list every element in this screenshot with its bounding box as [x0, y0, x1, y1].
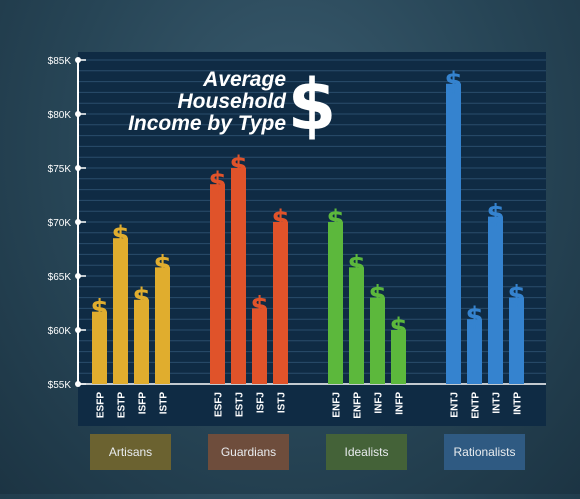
bar-dollar-icon: $ [111, 221, 129, 251]
bar-dollar-icon: $ [208, 167, 226, 197]
bar-dollar-icon: $ [229, 151, 247, 181]
group-label: Artisans [90, 434, 171, 470]
category-label: INTJ [492, 392, 503, 414]
category-label: ENFP [353, 392, 364, 419]
chart-title-line: Household [178, 90, 288, 113]
bar [328, 222, 343, 384]
y-tick-label: $80K [48, 110, 72, 121]
category-label: ENFJ [332, 392, 343, 418]
y-tick-label: $75K [48, 164, 72, 175]
bar [210, 184, 225, 384]
bar [391, 330, 406, 384]
y-tick-label: $55K [48, 380, 72, 391]
category-label: ESFP [96, 392, 107, 418]
y-tick-label: $70K [48, 218, 72, 229]
bar [155, 267, 170, 384]
bar-dollar-icon: $ [465, 302, 483, 332]
bar [370, 297, 385, 384]
bar-dollar-icon: $ [389, 313, 407, 343]
chart-title-line: Income by Type [128, 112, 286, 135]
bar-dollar-icon: $ [347, 250, 365, 280]
category-label: ISFP [138, 392, 149, 415]
bar [273, 222, 288, 384]
bar-dollar-icon: $ [132, 283, 150, 313]
category-label: ISTP [159, 392, 170, 415]
chart-title-line: Average [202, 68, 286, 91]
title-dollar-icon: $ [288, 64, 337, 146]
bar [134, 299, 149, 384]
group-label: Guardians [208, 434, 289, 470]
category-label: ESFJ [214, 392, 225, 417]
bar [509, 297, 524, 384]
bar [252, 308, 267, 384]
group-label: Idealists [326, 434, 407, 470]
bar [467, 319, 482, 384]
bar-dollar-icon: $ [486, 200, 504, 230]
category-label: ISTJ [277, 392, 288, 413]
bar-dollar-icon: $ [250, 291, 268, 321]
bar [231, 168, 246, 384]
bar-dollar-icon: $ [444, 67, 462, 97]
category-label: ESTP [117, 392, 128, 418]
y-tick-label: $65K [48, 272, 72, 283]
y-tick-label: $60K [48, 326, 72, 337]
bar-dollar-icon: $ [271, 205, 289, 235]
group-label: Rationalists [444, 434, 525, 470]
category-label: INFP [395, 392, 406, 415]
bar-dollar-icon: $ [368, 281, 386, 311]
bar-dollar-icon: $ [507, 281, 525, 311]
category-label: ENTJ [450, 392, 461, 418]
category-label: INTP [513, 392, 524, 415]
bar-dollar-icon: $ [90, 295, 108, 325]
bar-dollar-icon: $ [326, 205, 344, 235]
category-label: ENTP [471, 392, 482, 419]
bar [92, 311, 107, 384]
category-label: INFJ [374, 392, 385, 414]
bar [349, 267, 364, 384]
bar [113, 238, 128, 384]
y-tick-label: $85K [48, 56, 72, 67]
bar-dollar-icon: $ [153, 250, 171, 280]
category-label: ISFJ [256, 392, 267, 413]
bar [446, 83, 461, 384]
bar [488, 216, 503, 384]
category-label: ESTJ [235, 392, 246, 417]
